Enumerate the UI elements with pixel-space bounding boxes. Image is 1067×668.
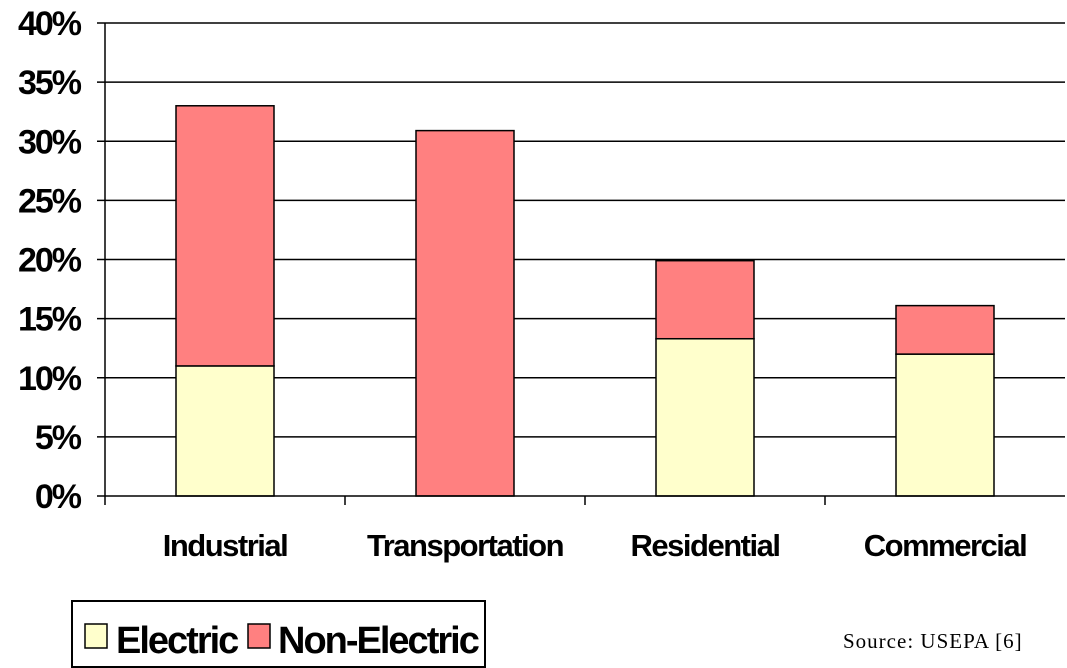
y-tick-label: 30% bbox=[18, 123, 82, 161]
y-tick-label: 5% bbox=[35, 419, 82, 457]
legend-label-non-electric: Non-Electric bbox=[278, 620, 480, 662]
legend-label-electric: Electric bbox=[116, 620, 239, 662]
y-tick-labels: 0% 5% 10% 15% 20% 25% 30% 35% 40% bbox=[18, 5, 84, 516]
bar-electric-commercial bbox=[895, 353, 995, 497]
bar-electric-industrial bbox=[175, 365, 275, 497]
y-tick-label: 35% bbox=[18, 64, 82, 102]
bar-electric-residential bbox=[655, 337, 755, 497]
legend: Electric Non-Electric bbox=[71, 600, 486, 668]
axes bbox=[97, 22, 1065, 505]
bar-non-electric-commercial bbox=[895, 304, 995, 355]
y-tick-label: 25% bbox=[18, 182, 82, 220]
x-category-label: Transportation bbox=[367, 528, 564, 563]
y-tick-label: 40% bbox=[18, 5, 82, 43]
bars bbox=[175, 105, 995, 497]
y-tick-label: 10% bbox=[18, 360, 82, 398]
legend-box bbox=[71, 600, 486, 668]
legend-swatch-non-electric bbox=[247, 623, 271, 649]
legend-swatch-electric bbox=[84, 623, 108, 649]
x-category-label: Industrial bbox=[163, 528, 288, 563]
y-tick-label: 15% bbox=[18, 301, 82, 339]
x-category-label: Residential bbox=[631, 528, 780, 563]
bar-non-electric-industrial bbox=[175, 105, 275, 367]
bar-non-electric-transportation bbox=[415, 129, 515, 497]
y-tick-label: 0% bbox=[35, 478, 82, 516]
x-category-labels: Industrial Transportation Residential Comme… bbox=[163, 528, 1028, 563]
bar-non-electric-residential bbox=[655, 259, 755, 340]
source-note: Source: USEPA [6] bbox=[843, 629, 1023, 653]
x-category-label: Commercial bbox=[864, 528, 1026, 563]
y-tick-label: 20% bbox=[18, 242, 82, 280]
